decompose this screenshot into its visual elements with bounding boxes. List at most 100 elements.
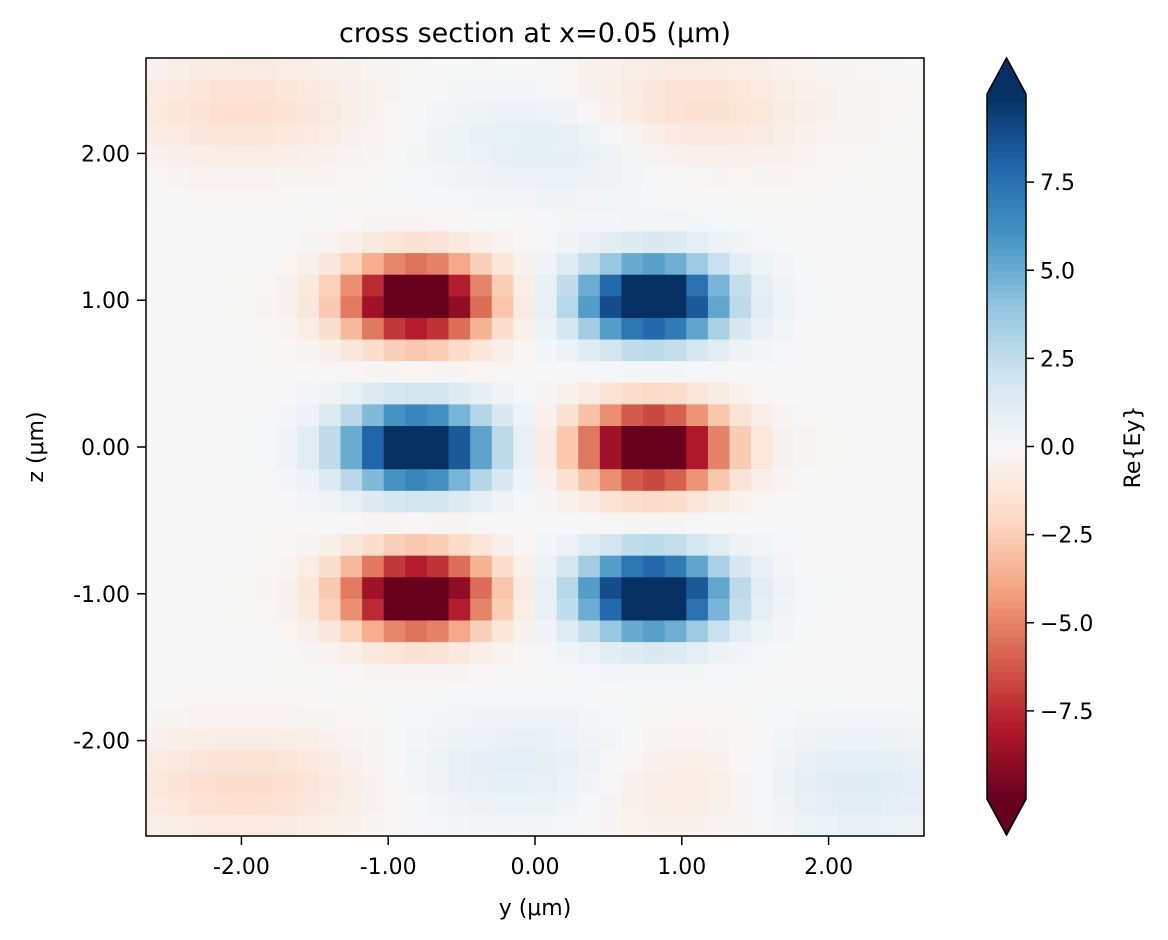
heatmap-cell — [254, 425, 277, 448]
heatmap-cell — [513, 792, 536, 815]
heatmap-cell — [751, 511, 774, 535]
x-tick-label: -2.00 — [213, 855, 270, 880]
heatmap-cell — [664, 209, 687, 232]
heatmap-cell — [405, 727, 428, 751]
heatmap-cell — [470, 727, 493, 751]
heatmap-cell — [621, 101, 644, 124]
heatmap-cell — [470, 447, 493, 470]
colorbar-segment — [987, 509, 1026, 518]
heatmap-cell — [362, 101, 385, 124]
heatmap-cell — [815, 468, 839, 491]
heatmap-cell — [664, 490, 687, 513]
heatmap-cell — [405, 598, 428, 621]
heatmap-cell — [491, 338, 514, 362]
heatmap-cell — [643, 641, 666, 664]
heatmap-cell — [643, 230, 666, 254]
heatmap-cell — [535, 663, 558, 686]
heatmap-cell — [599, 403, 623, 426]
heatmap-cell — [794, 771, 817, 794]
heatmap-cell — [535, 144, 558, 167]
heatmap-cell — [751, 663, 774, 686]
heatmap-cell — [167, 187, 190, 210]
heatmap-cell — [383, 403, 406, 426]
heatmap-cell — [599, 663, 623, 686]
heatmap-cell — [189, 360, 212, 383]
heatmap-cell — [146, 338, 169, 362]
heatmap-cell — [383, 101, 406, 124]
heatmap-cell — [664, 230, 687, 254]
heatmap-cell — [297, 555, 320, 578]
heatmap-cell — [621, 598, 644, 621]
heatmap-cell — [643, 209, 666, 232]
heatmap-cell — [794, 792, 817, 815]
heatmap-cell — [837, 749, 860, 772]
heatmap-cell — [167, 122, 190, 146]
heatmap-cell — [426, 58, 450, 81]
heatmap-cell — [340, 317, 363, 340]
heatmap-cell — [578, 360, 601, 383]
heatmap-cell — [318, 403, 342, 426]
heatmap-cell — [621, 295, 644, 318]
heatmap-cell — [815, 360, 839, 383]
heatmap-cell — [297, 727, 320, 751]
heatmap-cell — [340, 58, 363, 81]
heatmap-cell — [383, 447, 406, 470]
heatmap-cell — [686, 166, 709, 189]
heatmap-cell — [729, 490, 752, 513]
colorbar-segment — [987, 481, 1026, 490]
heatmap-cell — [405, 144, 428, 167]
heatmap-cell — [340, 360, 363, 383]
heatmap-cell — [189, 663, 212, 686]
heatmap-cell — [470, 382, 493, 405]
heatmap-cell — [535, 230, 558, 254]
heatmap-cell — [470, 555, 493, 578]
heatmap-cell — [902, 684, 925, 707]
heatmap-cell — [146, 749, 169, 772]
heatmap-cell — [254, 360, 277, 383]
heatmap-cell — [426, 122, 450, 146]
heatmap-cell — [167, 490, 190, 513]
heatmap-cell — [210, 58, 234, 81]
heatmap-cell — [146, 144, 169, 167]
heatmap-cell — [729, 598, 752, 621]
heatmap-cell — [146, 230, 169, 254]
heatmap-cell — [556, 274, 579, 297]
colorbar-segment — [987, 319, 1026, 328]
heatmap-cell — [578, 706, 601, 729]
heatmap-cell — [383, 598, 406, 621]
heatmap-cell — [729, 555, 752, 578]
heatmap-cell — [535, 79, 558, 102]
heatmap-cell — [599, 295, 623, 318]
heatmap-cell — [729, 122, 752, 146]
heatmap-cell — [340, 295, 363, 318]
heatmap-cell — [837, 684, 860, 707]
heatmap-cell — [189, 598, 212, 621]
heatmap-cell — [362, 122, 385, 146]
heatmap-cell — [599, 274, 623, 297]
heatmap-cell — [426, 317, 450, 340]
heatmap-cell — [880, 771, 903, 794]
heatmap-cell — [794, 187, 817, 210]
heatmap-cell — [599, 533, 623, 556]
colorbar-segment — [987, 700, 1026, 708]
heatmap-cell — [556, 360, 579, 383]
heatmap-cell — [362, 58, 385, 81]
heatmap-cell — [837, 274, 860, 297]
heatmap-cell — [880, 295, 903, 318]
heatmap-cell — [210, 230, 234, 254]
heatmap-cell — [902, 230, 925, 254]
heatmap-cell — [880, 187, 903, 210]
colorbar-segment — [987, 650, 1026, 659]
heatmap-cell — [470, 101, 493, 124]
heatmap-cell — [556, 576, 579, 599]
heatmap-cell — [707, 684, 731, 707]
heatmap-cell — [254, 317, 277, 340]
heatmap-cell — [405, 792, 428, 815]
heatmap-cell — [275, 79, 298, 102]
heatmap-cell — [318, 79, 342, 102]
heatmap-cell — [146, 684, 169, 707]
heatmap-cell — [470, 252, 493, 275]
heatmap-cell — [599, 771, 623, 794]
heatmap-cell — [513, 425, 536, 448]
heatmap-cell — [664, 122, 687, 146]
